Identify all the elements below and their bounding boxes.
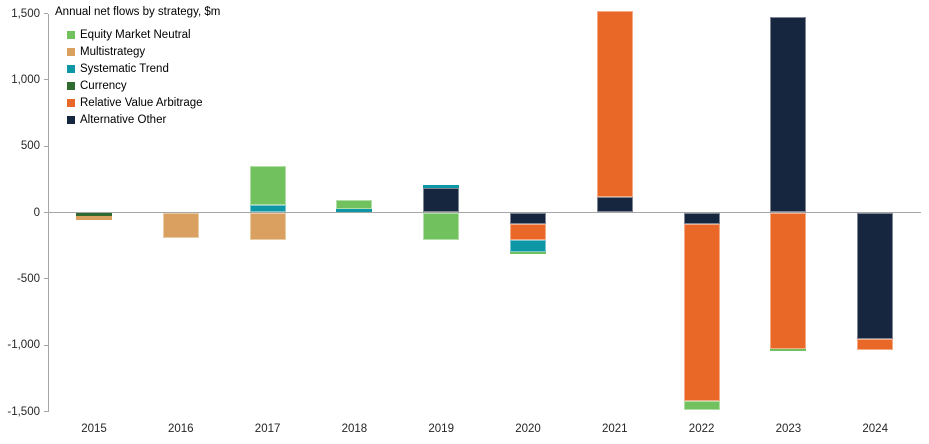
legend-label: Relative Value Arbitrage: [80, 96, 203, 109]
y-axis-tick: [44, 79, 48, 81]
legend: Equity Market Neutral Multistrategy System…: [67, 26, 203, 128]
legend-item-systematic-trend: Systematic Trend: [67, 60, 203, 77]
x-axis-label-2020: 2020: [515, 423, 541, 435]
y-axis-line: [48, 13, 49, 412]
bar-segment-2020-alternative-other: [510, 212, 546, 225]
bar-segment-2021-alternative-other: [596, 196, 633, 213]
y-tick-label: 0: [33, 206, 40, 219]
bar-segment-2024-alternative-other: [857, 212, 894, 339]
bar-segment-2016-multistrategy: [162, 212, 199, 238]
bar-segment-2023-relative-value-arbitrage: [770, 212, 807, 350]
x-axis-label-2023: 2023: [775, 423, 802, 435]
zero-gridline: [48, 212, 921, 213]
legend-label: Systematic Trend: [80, 62, 169, 75]
chart-title: Annual net flows by strategy, $m: [55, 6, 221, 18]
bar-segment-2017-equity-market-neutral: [249, 166, 286, 205]
legend-item-equity-market-neutral: Equity Market Neutral: [67, 26, 203, 43]
legend-label: Alternative Other: [80, 113, 167, 126]
bar-segment-2018-systematic-trend: [336, 209, 373, 213]
y-tick-label: -1,500: [7, 405, 40, 418]
y-axis-tick: [44, 13, 48, 14]
legend-swatch-icon: [67, 64, 75, 73]
y-tick-label: 500: [20, 140, 40, 153]
bar-segment-2020-relative-value-arbitrage: [510, 224, 546, 241]
bar-segment-2019-alternative-other: [423, 187, 460, 213]
x-axis-label-2016: 2016: [168, 423, 194, 435]
y-tick-label: 1,000: [11, 73, 40, 86]
y-axis-tick: [44, 278, 48, 280]
legend-label: Currency: [80, 79, 127, 92]
bar-segment-2015-currency: [76, 212, 112, 216]
legend-item-currency: Currency: [67, 77, 203, 94]
legend-swatch-icon: [67, 30, 75, 39]
x-axis-label-2017: 2017: [254, 423, 281, 435]
y-axis-tick: [44, 344, 48, 346]
legend-label: Multistrategy: [80, 45, 146, 58]
y-tick-label: -500: [16, 272, 40, 285]
bar-segment-2018-equity-market-neutral: [336, 199, 373, 210]
y-tick-label: 1,500: [11, 7, 40, 20]
x-axis-label-2015: 2015: [81, 423, 107, 435]
legend-item-relative-value-arbitrage: Relative Value Arbitrage: [67, 94, 203, 111]
bar-segment-2020-systematic-trend: [510, 240, 546, 253]
x-axis-label-2018: 2018: [341, 423, 368, 435]
legend-swatch-icon: [67, 47, 75, 56]
y-tick-label: -1,000: [7, 339, 40, 352]
legend-item-multistrategy: Multistrategy: [67, 43, 203, 60]
y-axis-tick: [44, 212, 48, 213]
bar-segment-2017-systematic-trend: [249, 204, 286, 213]
bar-segment-2022-relative-value-arbitrage: [683, 224, 720, 401]
x-axis-label-2019: 2019: [428, 423, 454, 435]
bar-segment-2020-equity-market-neutral: [510, 252, 546, 254]
bar-segment-2019-equity-market-neutral: [423, 212, 460, 241]
bar-segment-2015-multistrategy: [76, 215, 112, 221]
bar-segment-2017-multistrategy: [249, 212, 286, 241]
bar-segment-2022-equity-market-neutral: [683, 400, 720, 411]
x-axis-label-2024: 2024: [862, 423, 888, 435]
bar-segment-2021-relative-value-arbitrage: [596, 10, 633, 197]
legend-item-alternative-other: Alternative Other: [67, 111, 203, 128]
bar-segment-2019-systematic-trend: [423, 184, 460, 188]
bar-segment-2023-alternative-other: [770, 17, 807, 213]
legend-swatch-icon: [67, 115, 75, 124]
bar-segment-2022-alternative-other: [683, 212, 720, 225]
legend-label: Equity Market Neutral: [80, 28, 191, 41]
legend-swatch-icon: [67, 98, 75, 107]
x-axis-label-2022: 2022: [688, 423, 715, 435]
y-axis-tick: [44, 145, 48, 147]
legend-swatch-icon: [67, 81, 75, 90]
x-axis-label-2021: 2021: [602, 423, 628, 435]
bar-segment-2023-equity-market-neutral: [770, 349, 807, 352]
bar-segment-2024-relative-value-arbitrage: [857, 338, 894, 351]
y-axis-tick: [44, 411, 48, 412]
